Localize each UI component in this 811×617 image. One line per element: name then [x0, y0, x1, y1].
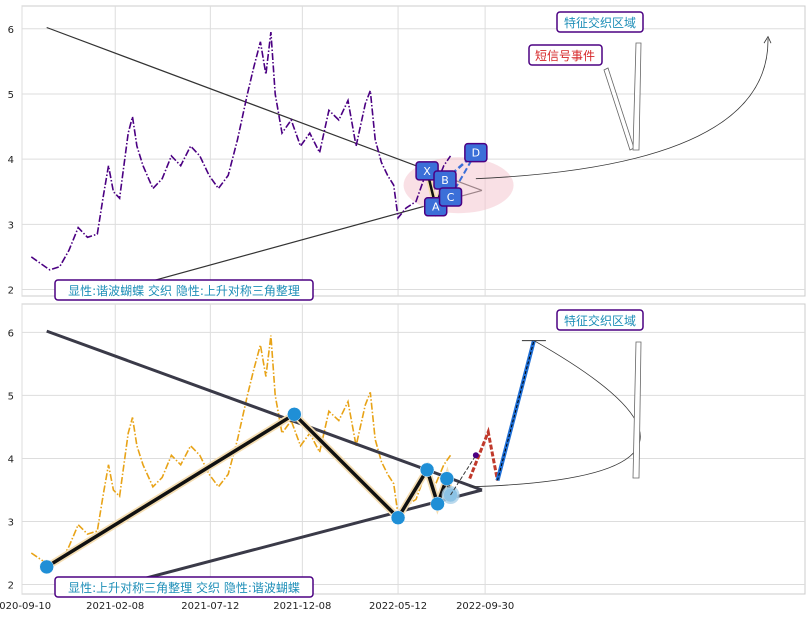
triangle-lower-line: [96, 488, 483, 593]
bottom-bottom-box: 显性:上升对称三角整理 交织 隐性:谐波蝴蝶: [54, 576, 314, 598]
projection-arc: [475, 38, 769, 180]
bottom-grid: [21, 304, 805, 594]
y-tick-label: 2: [8, 581, 14, 592]
pattern-marker-c: [438, 187, 463, 207]
triangle-upper-line: [46, 26, 483, 191]
x-tick-label: 2021-12-08: [273, 601, 331, 612]
bottom-projection: [450, 340, 642, 496]
pattern-marker-d: [464, 142, 488, 163]
bottom-feature-zone-label: 特征交织区域: [564, 313, 636, 328]
y-tick-label: 6: [8, 25, 14, 36]
pattern-marker-label: C: [447, 191, 455, 204]
projection-red: [468, 426, 499, 481]
projection-dashed-leg: [450, 455, 477, 496]
top-feature-zone-frame: [556, 11, 644, 33]
feature-zone-arrow: [632, 42, 642, 151]
zigzag-pivot: [39, 559, 54, 575]
bottom-plot-frame: [21, 303, 806, 595]
y-tick-label: 5: [8, 90, 14, 101]
top-bottom-box-label: 显性:谐波蝴蝶 交织 隐性:上升对称三角整理: [68, 283, 300, 298]
bottom-panel: 2 3 4 5 6 2020-09-10 2021-02-08 2021-07-12 2021…: [0, 303, 806, 612]
y-tick-label: 4: [8, 454, 14, 465]
top-feature-zone-box: 特征交织区域: [556, 11, 644, 33]
pattern-marker-label: D: [472, 147, 480, 160]
top-plot-frame: [21, 5, 806, 297]
y-tick-label: 3: [8, 220, 14, 231]
y-tick-label: 5: [8, 391, 14, 402]
top-y-ticks: 2 3 4 5 6: [8, 25, 14, 297]
bottom-feature-zone-arrow: [632, 341, 642, 479]
top-feature-zone-label: 特征交织区域: [564, 15, 636, 30]
zigzag-pivot: [439, 471, 455, 486]
pattern-bd-leg: [444, 151, 477, 181]
x-tick-label: 2022-09-30: [456, 601, 514, 612]
price-line-bottom: [30, 335, 452, 567]
x-tick-label: 2021-02-08: [86, 601, 144, 612]
projection-arrowhead: [763, 35, 772, 44]
zigzag-pivot: [287, 407, 302, 422]
bottom-price-series: [30, 335, 452, 567]
top-grid: [21, 6, 805, 296]
bottom-triangle-lines: [46, 329, 483, 593]
pattern-marker-label: X: [423, 165, 431, 178]
bottom-feature-zone-frame: [556, 309, 644, 331]
pattern-marker-label: A: [432, 201, 440, 214]
zigzag-pivot: [430, 496, 445, 512]
triangle-upper-line: [46, 329, 483, 492]
top-bottom-box-frame: [54, 279, 314, 301]
x-tick-label: 2021-07-12: [181, 601, 239, 612]
short-signal-label: 短信号事件: [535, 49, 595, 63]
top-price-series: [30, 32, 452, 271]
y-tick-label: 3: [8, 518, 14, 529]
top-bottom-box: 显性:谐波蝴蝶 交织 隐性:上升对称三角整理: [54, 279, 314, 301]
zigzag-pivot: [390, 510, 406, 525]
y-tick-label: 2: [8, 285, 14, 296]
zigzag-pivot: [419, 462, 435, 478]
bottom-feature-zone-box: 特征交织区域: [556, 309, 644, 331]
bottom-bottom-box-frame: [54, 576, 314, 598]
x-tick-label: 2022-05-12: [369, 601, 427, 612]
bottom-bottom-box-label: 显性:上升对称三角整理 交织 隐性:谐波蝴蝶: [68, 580, 300, 595]
short-signal-frame: [528, 44, 603, 66]
top-panel: 2 3 4 5 6 X A BC D 特征交织区域 短信号事件 显性:谐波蝴蝶 交织 隐性:上…: [8, 5, 806, 301]
x-tick-label: 2020-09-10: [0, 601, 51, 612]
y-tick-label: 4: [8, 155, 14, 166]
bottom-x-ticks: 2020-09-10 2021-02-08 2021-07-12 2021-12-08…: [0, 601, 514, 612]
short-signal-box: 短信号事件: [528, 44, 603, 66]
top-triangle-lines: [46, 26, 483, 297]
bottom-zigzag: [39, 407, 460, 575]
top-pattern-markers: X A BC D: [415, 142, 488, 217]
pattern-marker-label: B: [441, 174, 449, 187]
y-tick-label: 6: [8, 328, 14, 339]
projection-dot: [472, 452, 479, 459]
price-line-top: [30, 32, 452, 271]
triangle-lower-line: [97, 189, 483, 297]
projection-blue-dashes: [497, 340, 535, 481]
bottom-y-ticks: 2 3 4 5 6: [8, 328, 14, 591]
